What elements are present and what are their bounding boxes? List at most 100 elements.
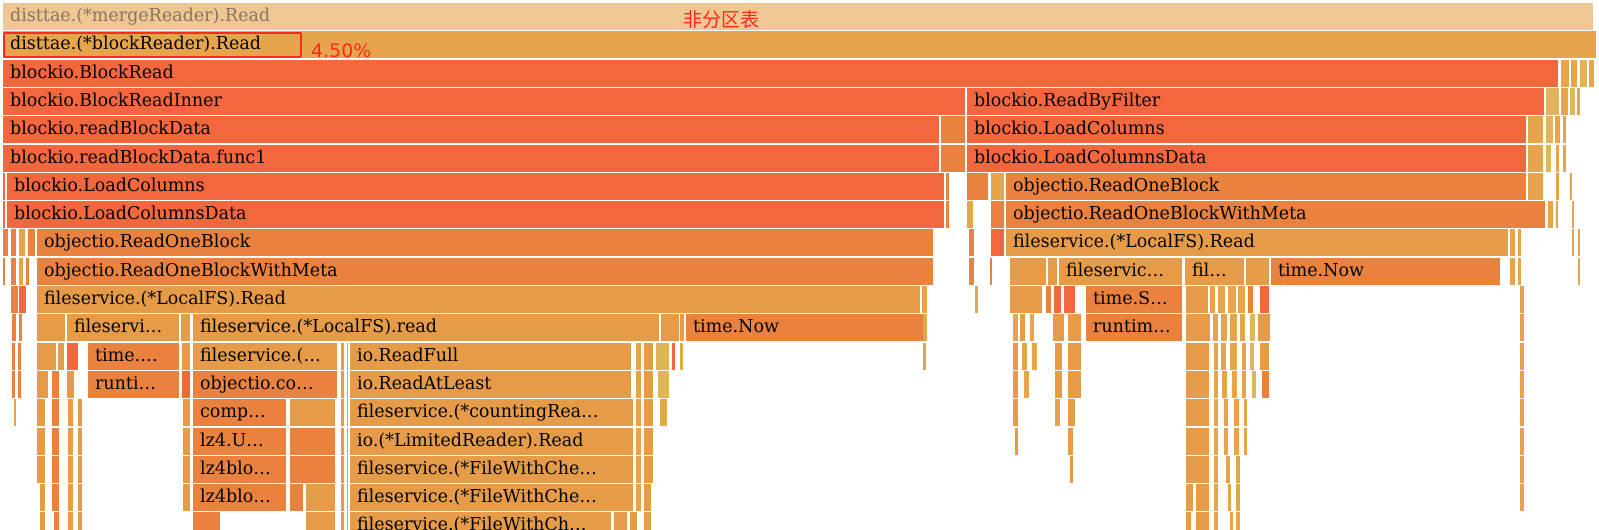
flame-frame-sliver[interactable] xyxy=(18,343,22,370)
flame-frame-sliver[interactable] xyxy=(341,343,345,370)
flame-frame-sliver[interactable] xyxy=(58,343,65,370)
flame-frame[interactable]: objectio.co… xyxy=(193,371,338,398)
flame-frame-sliver[interactable] xyxy=(1230,512,1234,530)
flame-frame-sliver[interactable] xyxy=(52,484,60,511)
flame-frame-sliver[interactable] xyxy=(78,512,83,530)
flame-frame-sliver[interactable] xyxy=(347,343,349,370)
flame-frame-sliver[interactable] xyxy=(1213,314,1219,341)
flame-frame-sliver[interactable] xyxy=(347,371,349,398)
flame-frame-sliver[interactable] xyxy=(1022,343,1028,370)
flame-frame-sliver[interactable] xyxy=(1578,229,1581,256)
flame-frame-sliver[interactable] xyxy=(630,512,638,530)
flame-frame-sliver[interactable] xyxy=(28,229,36,256)
flame-frame-sliver[interactable] xyxy=(1070,456,1074,483)
flame-frame-sliver[interactable] xyxy=(1578,258,1581,285)
flame-frame[interactable]: comp… xyxy=(193,399,287,426)
flame-frame-sliver[interactable] xyxy=(1218,286,1226,313)
flame-frame[interactable]: fileservice.(… xyxy=(193,343,338,370)
flame-frame-sliver[interactable] xyxy=(656,343,670,370)
flame-frame-sliver[interactable] xyxy=(1520,399,1525,426)
flame-frame-sliver[interactable] xyxy=(636,428,642,455)
flame-frame-sliver[interactable] xyxy=(658,371,670,398)
flame-frame-sliver[interactable] xyxy=(923,314,928,341)
flame-frame-sliver[interactable] xyxy=(636,484,642,511)
flame-frame-sliver[interactable] xyxy=(52,399,60,426)
flame-frame[interactable]: blockio.ReadByFilter xyxy=(967,88,1545,115)
flame-frame-sliver[interactable] xyxy=(1556,201,1559,228)
flame-frame-sliver[interactable] xyxy=(1518,258,1522,285)
flame-frame-sliver[interactable] xyxy=(644,371,654,398)
flame-frame-sliver[interactable] xyxy=(68,399,74,426)
flame-frame[interactable]: runti… xyxy=(88,371,180,398)
flame-frame-sliver[interactable] xyxy=(672,343,676,370)
flame-frame[interactable]: lz4blo… xyxy=(193,456,287,483)
flame-frame-sliver[interactable] xyxy=(1520,428,1525,455)
flame-frame[interactable]: disttae.(*mergeReader).Read xyxy=(3,3,1594,30)
flame-frame-sliver[interactable] xyxy=(19,286,27,313)
flame-frame-sliver[interactable] xyxy=(68,428,74,455)
flame-frame-sliver[interactable] xyxy=(1214,371,1219,398)
flame-frame-sliver[interactable] xyxy=(1510,229,1516,256)
flame-frame-sliver[interactable] xyxy=(68,512,74,530)
flame-frame-sliver[interactable] xyxy=(341,512,345,530)
flame-frame-sliver[interactable] xyxy=(1548,201,1554,228)
flame-frame-sliver[interactable] xyxy=(1572,201,1575,228)
flame-frame-sliver[interactable] xyxy=(1246,258,1270,285)
flame-frame-sliver[interactable] xyxy=(1186,484,1194,511)
flame-frame-sliver[interactable] xyxy=(1055,399,1061,426)
flame-frame-sliver[interactable] xyxy=(644,456,654,483)
flame-frame-sliver[interactable] xyxy=(969,229,975,256)
flame-frame-sliver[interactable] xyxy=(1055,343,1063,370)
flame-frame-sliver[interactable] xyxy=(306,512,336,530)
flame-frame[interactable]: io.ReadFull xyxy=(350,343,632,370)
flame-frame[interactable]: objectio.ReadOneBlockWithMeta xyxy=(1006,201,1546,228)
flame-frame-sliver[interactable] xyxy=(1024,371,1030,398)
flame-frame-sliver[interactable] xyxy=(12,314,17,341)
flame-frame-sliver[interactable] xyxy=(19,314,23,341)
flame-frame-sliver[interactable] xyxy=(1064,286,1076,313)
flame-frame-sliver[interactable] xyxy=(1010,286,1043,313)
flame-frame-sliver[interactable] xyxy=(40,484,46,511)
flame-frame-sliver[interactable] xyxy=(37,314,66,341)
flame-frame-sliver[interactable] xyxy=(1186,371,1210,398)
flame-frame-sliver[interactable] xyxy=(969,258,975,285)
flame-frame-sliver[interactable] xyxy=(1214,343,1219,370)
flame-frame-sliver[interactable] xyxy=(306,484,336,511)
flame-frame-sliver[interactable] xyxy=(67,343,79,370)
flame-frame-sliver[interactable] xyxy=(1068,314,1082,341)
flame-frame-sliver[interactable] xyxy=(181,314,191,341)
flame-frame-sliver[interactable] xyxy=(182,371,191,398)
flame-frame-sliver[interactable] xyxy=(644,399,654,426)
flame-frame-sliver[interactable] xyxy=(1015,428,1019,455)
flame-frame-sliver[interactable] xyxy=(1068,371,1082,398)
flame-frame-sliver[interactable] xyxy=(52,456,60,483)
flame-frame-sliver[interactable] xyxy=(614,512,628,530)
flame-frame-sliver[interactable] xyxy=(1214,512,1219,530)
flame-frame-sliver[interactable] xyxy=(680,314,685,341)
flame-frame[interactable]: runtim… xyxy=(1086,314,1183,341)
flame-frame-sliver[interactable] xyxy=(990,258,993,285)
flame-frame-sliver[interactable] xyxy=(1020,314,1026,341)
flame-frame-sliver[interactable] xyxy=(347,512,349,530)
flame-frame[interactable]: blockio.BlockReadInner xyxy=(3,88,966,115)
flame-frame-sliver[interactable] xyxy=(1030,314,1035,341)
flame-frame[interactable]: time.Now xyxy=(686,314,924,341)
flame-frame[interactable]: disttae.(*blockReader).Read xyxy=(3,31,1597,58)
flame-frame-sliver[interactable] xyxy=(52,428,60,455)
flame-frame-sliver[interactable] xyxy=(1240,314,1246,341)
flame-frame[interactable]: time.… xyxy=(88,343,180,370)
flame-frame-sliver[interactable] xyxy=(1068,428,1074,455)
flame-frame-sliver[interactable] xyxy=(1580,60,1588,87)
flame-frame-sliver[interactable] xyxy=(347,484,349,511)
flame-frame-sliver[interactable] xyxy=(1196,512,1210,530)
flame-frame-sliver[interactable] xyxy=(37,399,46,426)
flame-frame-sliver[interactable] xyxy=(1236,512,1241,530)
flame-frame[interactable]: fileservice.(*FileWithCh… xyxy=(350,512,612,530)
flame-frame-sliver[interactable] xyxy=(1572,229,1575,256)
flame-frame-sliver[interactable] xyxy=(941,145,966,172)
flame-frame-sliver[interactable] xyxy=(1260,286,1270,313)
flame-frame-sliver[interactable] xyxy=(636,371,642,398)
flame-frame[interactable]: fileservice.(*countingRea… xyxy=(350,399,634,426)
flame-frame-sliver[interactable] xyxy=(19,258,24,285)
flame-frame-sliver[interactable] xyxy=(341,371,345,398)
